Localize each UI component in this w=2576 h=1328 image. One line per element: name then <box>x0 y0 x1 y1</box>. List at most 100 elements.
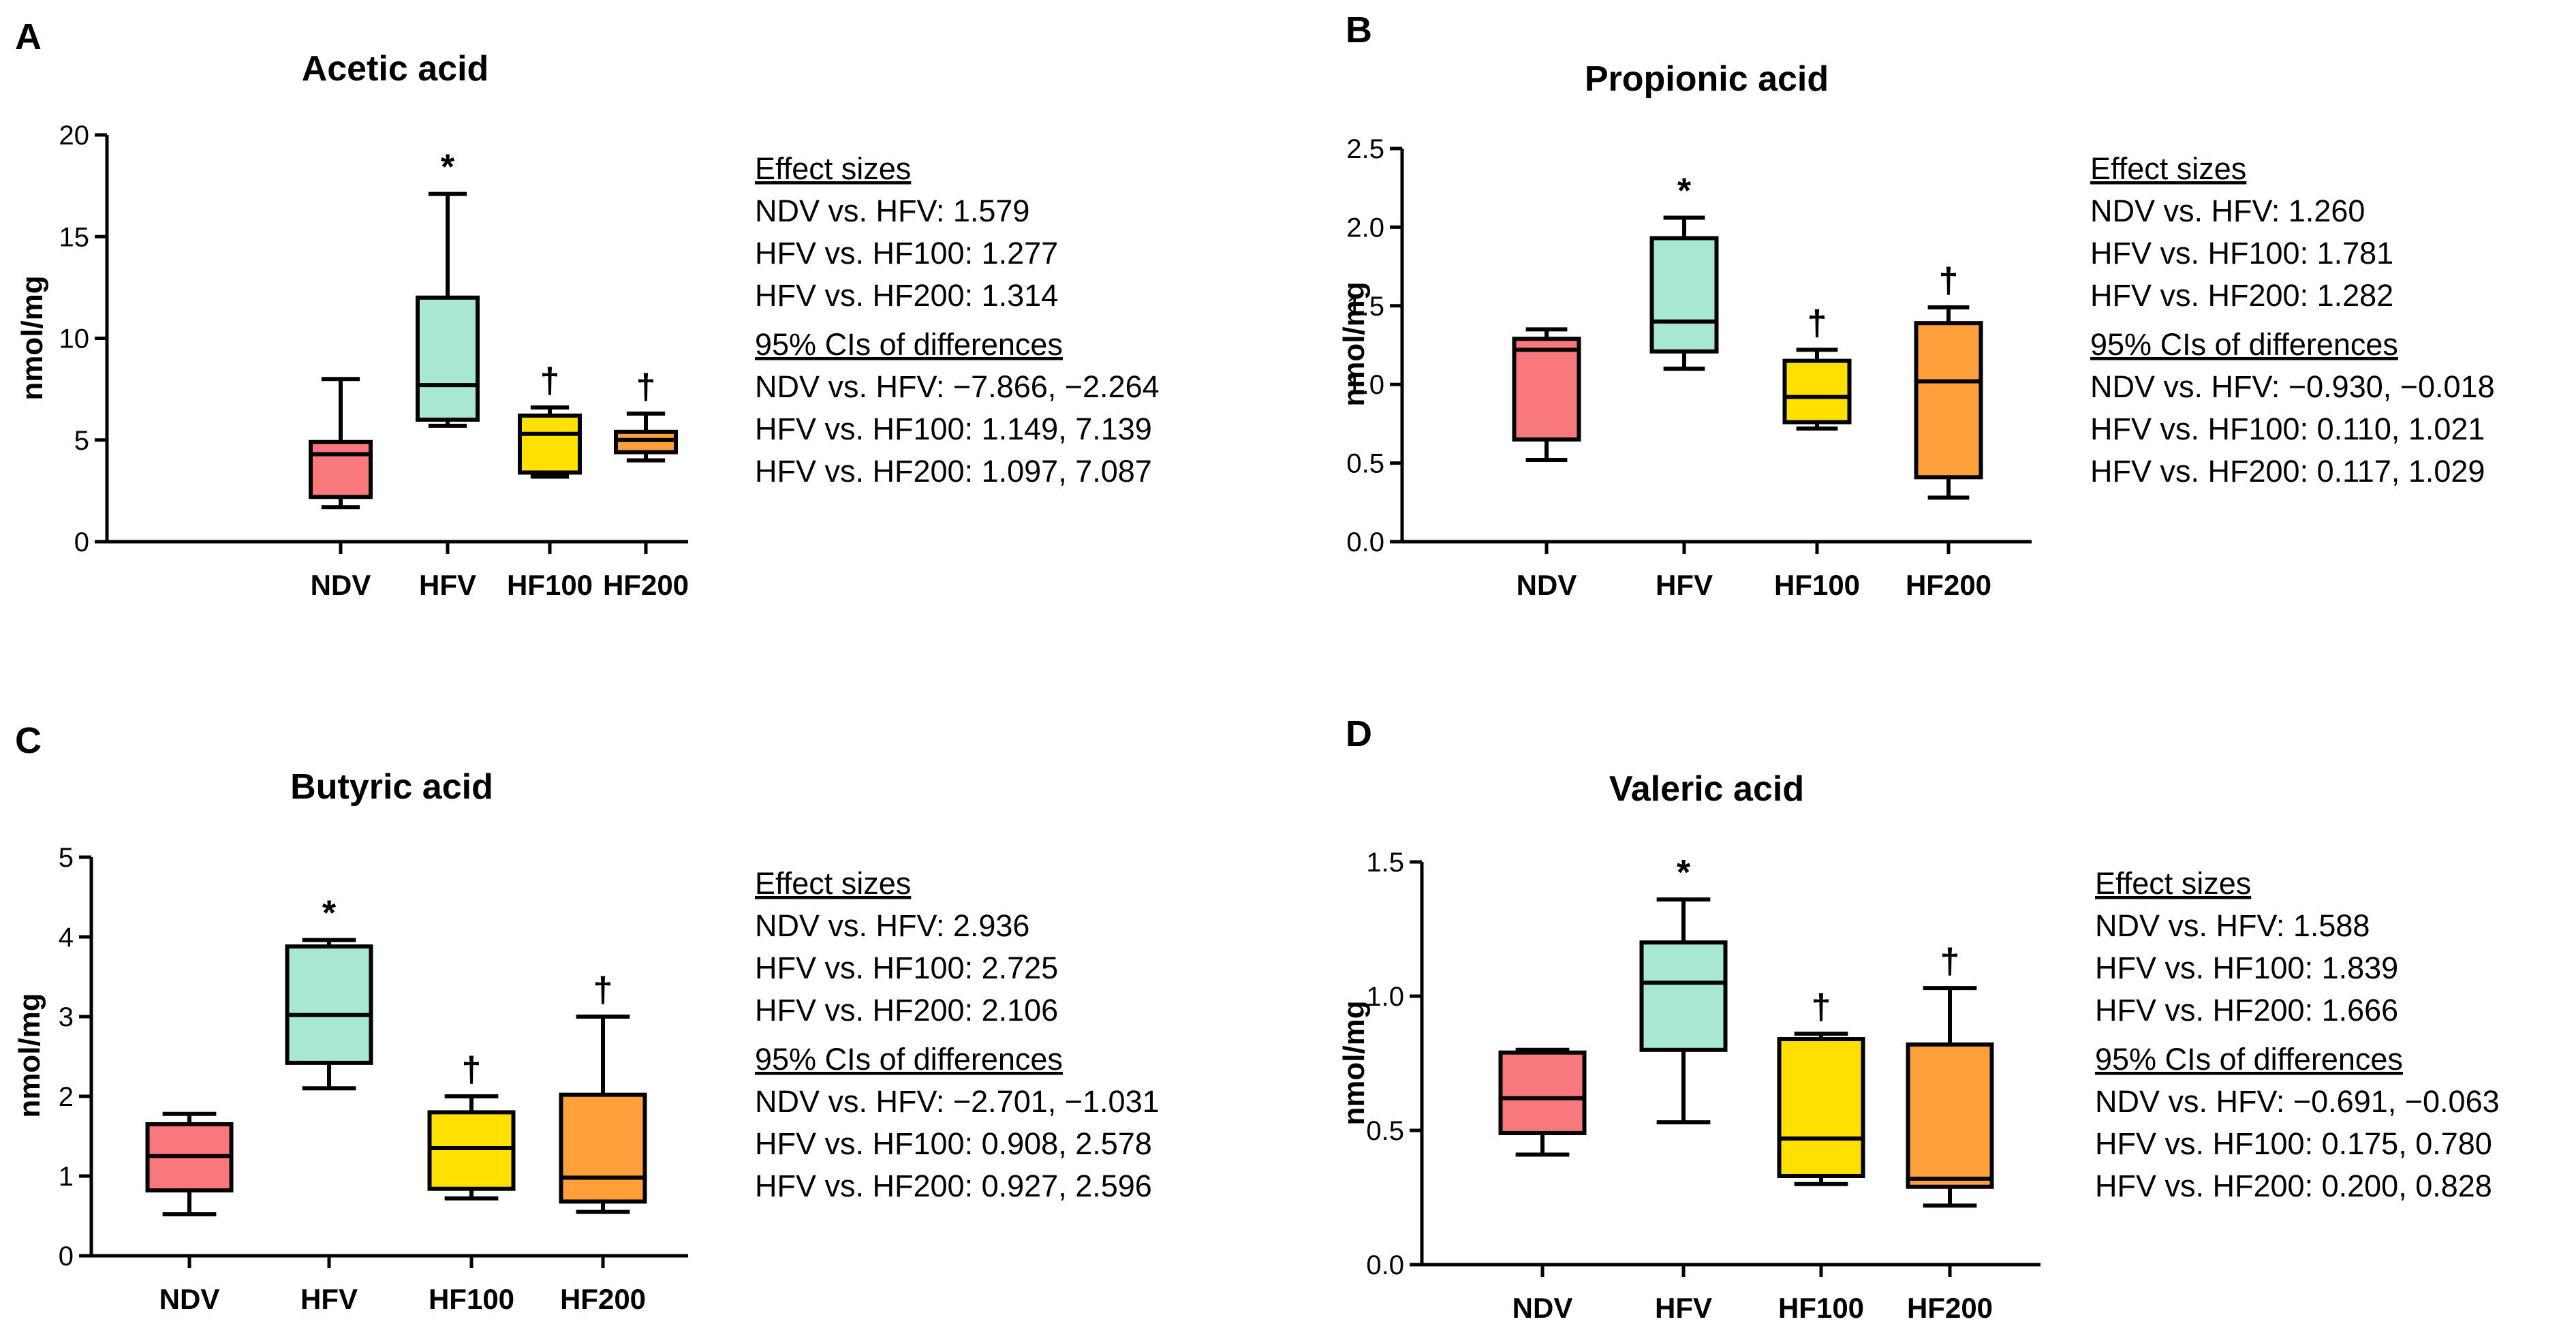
effect-size-line: NDV vs. HFV: 1.260 <box>2090 194 2365 228</box>
y-tick-label: 0 <box>74 527 89 557</box>
y-tick-label: 5 <box>59 843 74 873</box>
ci-heading: 95% CIs of differences <box>755 1042 1063 1077</box>
y-tick-label: 5 <box>74 426 89 456</box>
x-category-label: HF200 <box>1906 569 1991 601</box>
significance-dagger: † <box>1812 987 1831 1027</box>
panel-letter: C <box>15 720 42 761</box>
y-tick-label: 2.0 <box>1346 213 1384 243</box>
panel-c: C Butyric acid nmol/mg 0 1 2 3 4 5 NDV HFV * HF100 † H… <box>13 720 1160 1315</box>
ci-line: HFV vs. HF200: 0.927, 2.596 <box>755 1169 1152 1203</box>
ci-line: HFV vs. HF100: 0.110, 1.021 <box>2090 412 2485 446</box>
x-category-label: HFV <box>1656 569 1713 601</box>
box-hfv <box>285 944 373 1065</box>
panel-a: A Acetic acid nmol/mg 0 5 10 15 20 NDV HFV * HF100 †… <box>15 16 1160 601</box>
x-category-label: HF200 <box>560 1283 646 1315</box>
effect-sizes-heading: Effect sizes <box>2095 866 2251 901</box>
chart-title: Propionic acid <box>1585 59 1829 99</box>
y-axis-label: nmol/mg <box>13 993 46 1117</box>
effect-size-line: HFV vs. HF100: 1.781 <box>2090 236 2393 271</box>
panel-letter: D <box>1346 713 1372 754</box>
box-hfv <box>1649 236 1719 354</box>
chart-title: Butyric acid <box>290 767 493 807</box>
ci-line: HFV vs. HF200: 1.097, 7.087 <box>755 454 1152 489</box>
box-hf200 <box>1914 321 1983 480</box>
ci-line: NDV vs. HFV: −0.930, −0.018 <box>2090 369 2495 404</box>
ci-line: HFV vs. HF200: 0.117, 1.029 <box>2090 454 2485 489</box>
ci-heading: 95% CIs of differences <box>2090 327 2398 362</box>
y-axis-label: nmol/mg <box>16 275 49 400</box>
y-axis-label: nmol/mg <box>1337 1000 1371 1125</box>
x-category-label: HF100 <box>1774 569 1860 601</box>
x-category-label: HF200 <box>603 569 689 601</box>
effect-size-line: HFV vs. HF200: 1.282 <box>2090 278 2393 313</box>
significance-dagger: † <box>636 367 656 407</box>
y-tick-label: 1.5 <box>1346 292 1384 322</box>
y-tick-label: 0.0 <box>1366 1250 1404 1280</box>
significance-dagger: † <box>593 970 613 1010</box>
box-ndv <box>1498 1050 1587 1135</box>
significance-dagger: † <box>1807 303 1827 343</box>
y-tick-label: 1.0 <box>1346 370 1384 400</box>
box-hf100 <box>1777 1037 1865 1178</box>
x-category-label: HF100 <box>1778 1292 1864 1324</box>
ci-line: NDV vs. HFV: −0.691, −0.063 <box>2095 1084 2500 1119</box>
y-tick-label: 0.5 <box>1346 449 1384 479</box>
y-tick-label: 1 <box>59 1162 74 1192</box>
x-category-label: NDV <box>159 1283 220 1315</box>
significance-asterisk: * <box>441 148 455 187</box>
box-hfv <box>1639 940 1728 1052</box>
y-tick-label: 20 <box>59 121 90 151</box>
effect-size-line: HFV vs. HF100: 1.839 <box>2095 951 2398 985</box>
x-category-label: HFV <box>419 569 476 601</box>
box-hf100 <box>518 413 582 475</box>
y-tick-label: 1.0 <box>1366 982 1404 1012</box>
y-tick-label: 2 <box>59 1082 74 1112</box>
box-hf200 <box>559 1092 647 1204</box>
box-ndv <box>309 439 373 499</box>
effect-size-line: NDV vs. HFV: 1.588 <box>2095 908 2370 943</box>
effect-size-line: HFV vs. HF200: 1.314 <box>755 278 1058 313</box>
ci-line: HFV vs. HF200: 0.200, 0.828 <box>2095 1169 2492 1203</box>
ci-heading: 95% CIs of differences <box>755 327 1063 362</box>
effect-size-line: HFV vs. HF200: 1.666 <box>2095 993 2398 1028</box>
significance-dagger: † <box>1940 942 1960 981</box>
panel-letter: A <box>15 16 42 57</box>
effect-sizes-heading: Effect sizes <box>755 866 911 901</box>
significance-dagger: † <box>462 1050 482 1090</box>
panel-d: D Valeric acid nmol/mg 0.0 0.5 1.0 1.5 NDV HFV * H… <box>1337 713 2500 1324</box>
significance-asterisk: * <box>1677 172 1692 211</box>
effect-sizes-heading: Effect sizes <box>755 151 911 186</box>
significance-dagger: † <box>1939 261 1959 300</box>
significance-asterisk: * <box>322 894 337 933</box>
box-hf100 <box>427 1110 516 1191</box>
effect-sizes-heading: Effect sizes <box>2090 151 2246 186</box>
effect-size-line: NDV vs. HFV: 1.579 <box>755 194 1029 228</box>
x-category-label: NDV <box>1517 569 1577 601</box>
effect-size-line: HFV vs. HF200: 2.106 <box>755 993 1058 1028</box>
box-hfv <box>416 295 480 422</box>
panel-b: B Propionic acid nmol/mg 0.0 0.5 1.0 1.5 2.0 2.5… <box>1337 10 2495 601</box>
x-category-label: HF100 <box>507 569 593 601</box>
box-hf200 <box>1906 1042 1994 1189</box>
x-category-label: HF100 <box>429 1283 514 1315</box>
box-ndv <box>1512 337 1581 442</box>
y-tick-label: 0.0 <box>1346 527 1384 557</box>
y-tick-label: 0.5 <box>1366 1116 1404 1146</box>
x-category-label: HF200 <box>1907 1292 1993 1324</box>
ci-line: HFV vs. HF100: 0.175, 0.780 <box>2095 1126 2492 1161</box>
ci-line: HFV vs. HF100: 1.149, 7.139 <box>755 412 1152 446</box>
effect-size-line: HFV vs. HF100: 1.277 <box>755 236 1058 271</box>
y-tick-label: 0 <box>59 1241 74 1271</box>
y-axis-label: nmol/mg <box>1337 281 1371 406</box>
y-tick-label: 3 <box>59 1002 74 1032</box>
x-category-label: NDV <box>1512 1292 1573 1324</box>
ci-line: HFV vs. HF100: 0.908, 2.578 <box>755 1126 1152 1161</box>
ci-line: NDV vs. HFV: −2.701, −1.031 <box>755 1084 1160 1119</box>
y-tick-label: 10 <box>59 324 90 354</box>
x-category-label: HFV <box>1655 1292 1712 1324</box>
panel-letter: B <box>1346 10 1372 50</box>
y-tick-label: 4 <box>59 923 74 953</box>
y-tick-label: 2.5 <box>1346 134 1384 164</box>
y-tick-label: 1.5 <box>1366 848 1404 878</box>
